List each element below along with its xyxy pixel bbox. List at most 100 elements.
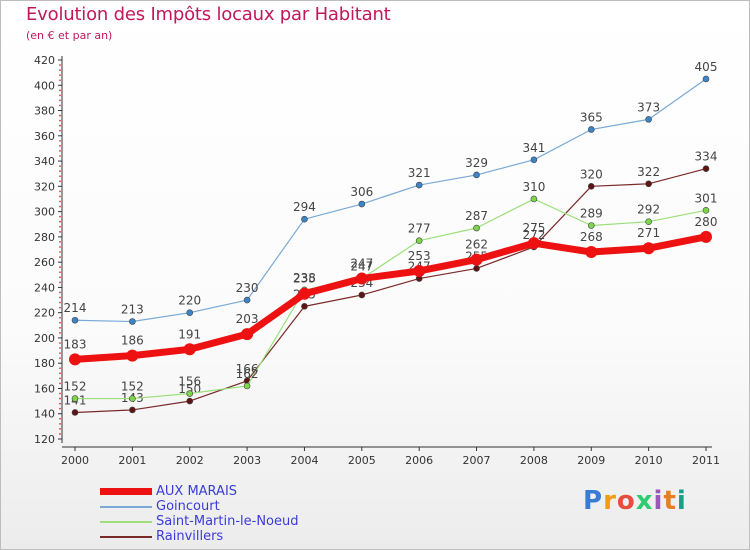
data-label-aux-marais: 280 bbox=[695, 215, 718, 229]
proxiti-logo: Proxiti bbox=[583, 486, 687, 516]
y-tick-label: 280 bbox=[34, 231, 55, 244]
data-label-goincourt: 306 bbox=[350, 185, 373, 199]
logo-letter: r bbox=[603, 486, 617, 516]
series-line-saint-martin-le-noeud bbox=[75, 198, 707, 400]
y-minor-tick bbox=[59, 119, 61, 122]
x-tick-label: 2006 bbox=[405, 454, 433, 467]
y-minor-tick bbox=[59, 155, 61, 157]
y-minor-tick bbox=[59, 220, 61, 223]
data-point-goincourt bbox=[530, 156, 538, 164]
legend-label-saint-martin: Saint-Martin-le-Noeud bbox=[156, 514, 299, 529]
y-minor-tick bbox=[59, 427, 61, 430]
y-tick-label: 260 bbox=[34, 256, 55, 269]
y-tick-label: 220 bbox=[34, 307, 55, 320]
y-minor-tick bbox=[59, 175, 61, 178]
y-minor-tick bbox=[59, 74, 61, 77]
data-point-saint-martin-le-noeud bbox=[645, 218, 652, 226]
y-minor-tick bbox=[59, 241, 61, 243]
y-tick-label: 320 bbox=[34, 180, 55, 193]
logo-letter: i bbox=[676, 486, 687, 516]
data-point-goincourt bbox=[71, 316, 79, 324]
data-label-rainvillers: 322 bbox=[637, 165, 660, 179]
data-point-aux-marais bbox=[700, 230, 712, 243]
data-point-goincourt bbox=[301, 215, 308, 223]
legend-item-rainvillers: Rainvillers bbox=[100, 529, 299, 544]
y-minor-tick bbox=[59, 271, 61, 274]
y-minor-tick bbox=[59, 347, 61, 349]
legend-swatch-goincourt bbox=[100, 505, 152, 508]
y-minor-tick bbox=[59, 326, 61, 329]
data-label-aux-marais: 183 bbox=[64, 337, 87, 351]
data-label-aux-marais: 275 bbox=[522, 221, 545, 235]
x-tick-label: 2003 bbox=[233, 454, 261, 467]
data-label-saint-martin-le-noeud: 289 bbox=[580, 206, 603, 220]
data-label-saint-martin-le-noeud: 156 bbox=[178, 375, 201, 389]
y-minor-tick bbox=[59, 276, 61, 279]
data-point-goincourt bbox=[129, 318, 136, 325]
y-minor-tick bbox=[59, 266, 61, 269]
data-point-goincourt bbox=[587, 126, 595, 133]
data-point-rainvillers bbox=[358, 291, 366, 299]
data-label-saint-martin-le-noeud: 301 bbox=[695, 191, 718, 205]
y-minor-tick bbox=[59, 357, 61, 360]
data-point-saint-martin-le-noeud bbox=[186, 390, 194, 397]
y-minor-tick bbox=[59, 382, 61, 385]
chart-legend: AUX MARAIS Goincourt Saint-Martin-le-Noe… bbox=[100, 484, 299, 544]
logo-letter: i bbox=[653, 486, 664, 516]
data-label-aux-marais: 186 bbox=[121, 334, 144, 348]
legend-label-rainvillers: Rainvillers bbox=[156, 529, 224, 544]
data-point-rainvillers bbox=[129, 406, 136, 414]
y-minor-tick bbox=[59, 281, 61, 284]
data-label-aux-marais: 191 bbox=[178, 327, 201, 341]
data-label-goincourt: 214 bbox=[64, 301, 87, 315]
y-minor-tick bbox=[59, 165, 61, 168]
data-point-aux-marais bbox=[470, 253, 483, 266]
data-label-goincourt: 365 bbox=[580, 110, 603, 124]
x-tick-label: 2008 bbox=[520, 454, 548, 467]
y-minor-tick bbox=[59, 372, 61, 375]
legend-item-goincourt: Goincourt bbox=[100, 499, 299, 514]
legend-item-aux-marais: AUX MARAIS bbox=[100, 484, 299, 499]
data-point-goincourt bbox=[702, 75, 710, 83]
chart-title: Evolution des Impôts locaux par Habitant bbox=[26, 4, 391, 25]
y-minor-tick bbox=[59, 417, 61, 420]
data-point-rainvillers bbox=[71, 409, 79, 416]
legend-item-saint-martin: Saint-Martin-le-Noeud bbox=[100, 514, 299, 529]
legend-swatch-saint-martin bbox=[100, 520, 152, 523]
y-minor-tick bbox=[59, 200, 61, 203]
data-point-saint-martin-le-noeud bbox=[129, 395, 136, 402]
data-label-saint-martin-le-noeud: 277 bbox=[408, 222, 431, 236]
y-tick-label: 140 bbox=[34, 408, 55, 421]
data-label-aux-marais: 203 bbox=[236, 312, 259, 326]
data-point-aux-marais bbox=[69, 353, 81, 366]
data-label-saint-martin-le-noeud: 152 bbox=[64, 380, 87, 394]
data-point-aux-marais bbox=[355, 272, 368, 285]
y-minor-tick bbox=[59, 69, 61, 72]
y-tick-label: 420 bbox=[34, 54, 55, 67]
data-point-rainvillers bbox=[587, 183, 595, 190]
data-point-aux-marais bbox=[126, 349, 139, 362]
y-minor-tick bbox=[59, 352, 61, 354]
logo-letter: t bbox=[663, 486, 677, 516]
y-tick-label: 340 bbox=[34, 155, 55, 168]
y-minor-tick bbox=[59, 367, 61, 370]
y-tick-label: 400 bbox=[34, 79, 55, 92]
x-tick-label: 2011 bbox=[692, 454, 720, 467]
x-tick-label: 2004 bbox=[290, 454, 318, 467]
y-minor-tick bbox=[59, 79, 61, 82]
data-point-goincourt bbox=[473, 171, 480, 179]
y-minor-tick bbox=[59, 422, 61, 425]
data-label-rainvillers: 334 bbox=[695, 150, 718, 164]
y-tick-label: 360 bbox=[34, 130, 55, 143]
data-label-goincourt: 230 bbox=[236, 281, 259, 295]
data-label-aux-marais: 235 bbox=[293, 272, 316, 286]
data-label-goincourt: 321 bbox=[408, 166, 431, 180]
y-minor-tick bbox=[59, 230, 61, 233]
data-point-aux-marais bbox=[527, 237, 540, 250]
y-tick-label: 240 bbox=[34, 281, 55, 294]
x-tick-label: 2000 bbox=[61, 454, 89, 467]
x-tick-label: 2005 bbox=[348, 454, 376, 467]
y-tick-label: 380 bbox=[34, 105, 55, 118]
y-minor-tick bbox=[59, 195, 61, 198]
data-point-saint-martin-le-noeud bbox=[702, 207, 710, 214]
